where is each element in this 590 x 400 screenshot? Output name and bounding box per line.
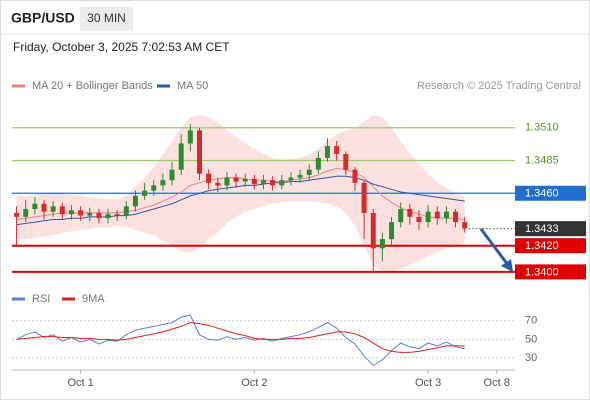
level-label: 1.3400 xyxy=(525,266,559,278)
credit: Research © 2025 Trading Central xyxy=(417,80,581,92)
candle-body xyxy=(453,211,459,223)
candle-body xyxy=(270,180,276,186)
candle-body xyxy=(306,169,312,175)
candle-body xyxy=(50,206,56,212)
candle-body xyxy=(178,143,184,170)
candle-body xyxy=(462,222,468,229)
candle-body xyxy=(379,239,385,249)
candle-body xyxy=(151,185,157,191)
candle-body xyxy=(169,169,175,181)
level-label: 1.3460 xyxy=(525,188,559,200)
candle-body xyxy=(242,178,248,182)
candle-body xyxy=(398,209,404,223)
candle-body xyxy=(187,130,193,144)
forecast-arrow-head xyxy=(501,259,513,272)
x-tick-label: Oct 8 xyxy=(484,377,510,389)
candle-body xyxy=(87,212,93,216)
legend-label: MA 20 + Bollinger Bands xyxy=(32,80,153,92)
candle-body xyxy=(14,212,20,217)
plot-area: MA 20 + Bollinger Bands MA 50 1.3510 1.3485… xyxy=(12,80,586,389)
last-price-tag xyxy=(515,221,586,237)
candle-body xyxy=(206,173,212,183)
candle-body xyxy=(78,210,84,216)
candle-body xyxy=(32,203,38,209)
candle-body xyxy=(215,182,221,186)
y-tick-label: 50 xyxy=(525,333,537,345)
x-tick-label: Oct 1 xyxy=(67,377,93,389)
candle-body xyxy=(233,177,239,182)
candle-body xyxy=(224,177,230,186)
legend-label: RSI xyxy=(32,293,50,305)
legend-label: 9MA xyxy=(82,293,105,305)
candle-body xyxy=(443,211,449,219)
timestamp: Friday, October 3, 2025 7:02:53 AM CET xyxy=(13,40,230,54)
candle-body xyxy=(297,174,303,178)
candle-body xyxy=(389,222,395,240)
candle-body xyxy=(59,206,65,215)
candle-body xyxy=(361,182,367,213)
last-price-label: 1.3433 xyxy=(525,223,559,235)
candle-body xyxy=(160,180,166,186)
candle-body xyxy=(407,209,413,217)
level-tag xyxy=(515,264,586,280)
candle-body xyxy=(261,180,266,185)
level-label: 1.3485 xyxy=(525,154,559,166)
level-tag xyxy=(515,238,586,254)
candle-body xyxy=(68,210,74,215)
candle-body xyxy=(132,195,138,207)
candle-body xyxy=(123,206,129,216)
candle-body xyxy=(105,214,111,219)
moving-average xyxy=(16,167,465,220)
interval-label[interactable]: 30 MIN xyxy=(87,11,126,25)
candle-body xyxy=(343,153,349,170)
candle-body xyxy=(114,214,120,216)
legend-label: MA 50 xyxy=(177,80,208,92)
candle-body xyxy=(279,180,285,186)
rsi-line xyxy=(16,322,465,353)
candle-body xyxy=(334,146,340,154)
candle-body xyxy=(288,177,294,181)
candle-body xyxy=(434,211,440,219)
candle-body xyxy=(352,169,358,183)
candle-body xyxy=(23,209,29,217)
candle-body xyxy=(370,212,376,249)
x-tick-label: Oct 2 xyxy=(241,377,267,389)
level-label: 1.3420 xyxy=(525,240,559,252)
y-tick-label: 70 xyxy=(525,315,537,327)
candle-body xyxy=(325,146,331,158)
candle-body xyxy=(251,178,257,185)
moving-average xyxy=(16,175,465,226)
forecast-arrow xyxy=(479,228,510,266)
candle-body xyxy=(41,203,47,212)
x-tick-label: Oct 3 xyxy=(415,377,441,389)
rsi-line xyxy=(16,314,465,367)
symbol: GBP/USD xyxy=(11,10,75,26)
candle-body xyxy=(196,130,202,174)
candle-body xyxy=(416,216,422,223)
candle-body xyxy=(315,157,321,170)
y-tick-label: 30 xyxy=(525,352,537,364)
level-label: 1.3510 xyxy=(525,122,559,134)
interval-button[interactable] xyxy=(80,7,133,31)
candle-body xyxy=(425,211,431,223)
candle-body xyxy=(96,212,102,219)
level-tag xyxy=(515,185,586,201)
candle-body xyxy=(142,190,148,196)
